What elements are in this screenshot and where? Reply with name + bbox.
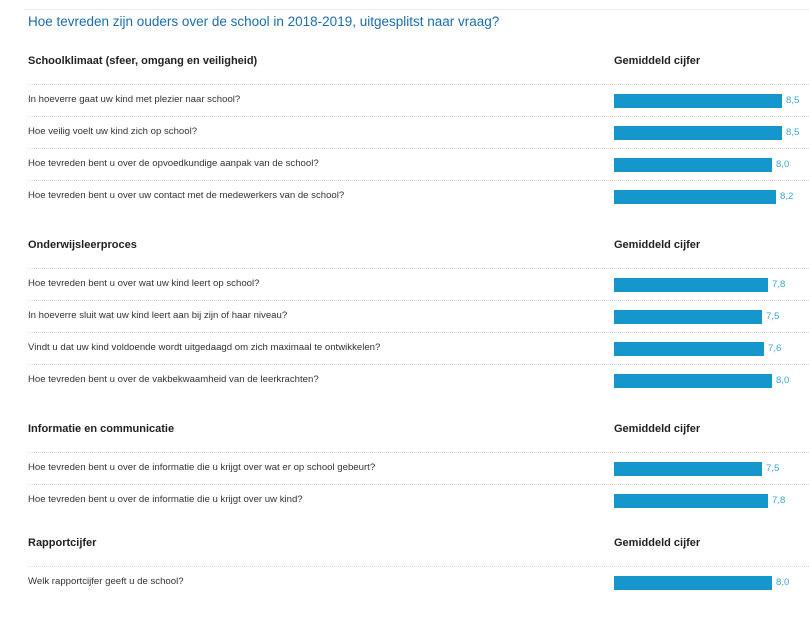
- top-divider: [24, 9, 809, 10]
- question-label: Hoe tevreden bent u over de informatie d…: [28, 462, 376, 473]
- score-bar: [614, 374, 772, 388]
- question-label: Welk rapportcijfer geeft u de school?: [28, 576, 184, 587]
- column-header: Gemiddeld cijfer: [614, 55, 701, 67]
- question-row: Hoe tevreden bent u over de informatie d…: [28, 484, 809, 517]
- column-header: Gemiddeld cijfer: [614, 239, 701, 251]
- question-label: Hoe veilig voelt uw kind zich op school?: [28, 126, 198, 137]
- score-bar: [614, 342, 764, 356]
- section-header-onderwijsleerproces: Onderwijsleerproces Gemiddeld cijfer: [28, 236, 809, 258]
- score-bar: [614, 576, 772, 590]
- question-label: Vindt u dat uw kind voldoende wordt uitg…: [28, 342, 381, 353]
- section-header-informatie-en-communicatie: Informatie en communicatie Gemiddeld cijf…: [28, 420, 809, 442]
- score-value: 8,5: [786, 127, 800, 138]
- score-bar: [614, 462, 762, 476]
- score-value: 7,8: [772, 279, 786, 290]
- section-header-schoolklimaat-sfeer-omgang-en-veiligheid: Schoolklimaat (sfeer, omgang en veilighe…: [28, 52, 809, 74]
- question-row: Hoe tevreden bent u over uw contact met …: [28, 180, 809, 213]
- score-bar: [614, 190, 776, 204]
- score-value: 7,5: [766, 463, 780, 474]
- score-value: 8,2: [780, 191, 794, 202]
- section-header-rapportcijfer: Rapportcijfer Gemiddeld cijfer: [28, 534, 809, 556]
- section-title: Rapportcijfer: [28, 537, 97, 549]
- chart-title: Hoe tevreden zijn ouders over de school …: [28, 14, 500, 29]
- score-bar: [614, 278, 768, 292]
- question-label: Hoe tevreden bent u over de vakbekwaamhe…: [28, 374, 319, 385]
- section-title: Schoolklimaat (sfeer, omgang en veilighe…: [28, 55, 258, 67]
- question-row: Hoe tevreden bent u over wat uw kind lee…: [28, 268, 809, 301]
- score-value: 8,0: [776, 577, 790, 588]
- question-row: Vindt u dat uw kind voldoende wordt uitg…: [28, 332, 809, 365]
- score-value: 8,0: [776, 375, 790, 386]
- section-title: Informatie en communicatie: [28, 423, 175, 435]
- question-row: Hoe tevreden bent u over de vakbekwaamhe…: [28, 364, 809, 397]
- score-bar: [614, 126, 782, 140]
- score-bar: [614, 494, 768, 508]
- column-header: Gemiddeld cijfer: [614, 537, 701, 549]
- question-label: Hoe tevreden bent u over uw contact met …: [28, 190, 345, 201]
- question-row: Hoe tevreden bent u over de informatie d…: [28, 452, 809, 485]
- question-row: Welk rapportcijfer geeft u de school? 8,0: [28, 566, 809, 599]
- question-row: In hoeverre sluit wat uw kind leert aan …: [28, 300, 809, 333]
- score-bar: [614, 94, 782, 108]
- question-label: Hoe tevreden bent u over de informatie d…: [28, 494, 303, 505]
- question-row: In hoeverre gaat uw kind met plezier naa…: [28, 84, 809, 117]
- score-value: 7,5: [766, 311, 780, 322]
- question-label: Hoe tevreden bent u over wat uw kind lee…: [28, 278, 260, 289]
- score-value: 8,0: [776, 159, 790, 170]
- score-value: 7,6: [768, 343, 782, 354]
- question-row: Hoe veilig voelt uw kind zich op school?…: [28, 116, 809, 149]
- question-label: Hoe tevreden bent u over de opvoedkundig…: [28, 158, 319, 169]
- question-row: Hoe tevreden bent u over de opvoedkundig…: [28, 148, 809, 181]
- score-bar: [614, 310, 762, 324]
- section-title: Onderwijsleerproces: [28, 239, 137, 251]
- column-header: Gemiddeld cijfer: [614, 423, 701, 435]
- question-label: In hoeverre sluit wat uw kind leert aan …: [28, 310, 288, 321]
- score-value: 7,8: [772, 495, 786, 506]
- score-value: 8,5: [786, 95, 800, 106]
- question-label: In hoeverre gaat uw kind met plezier naa…: [28, 94, 241, 105]
- score-bar: [614, 158, 772, 172]
